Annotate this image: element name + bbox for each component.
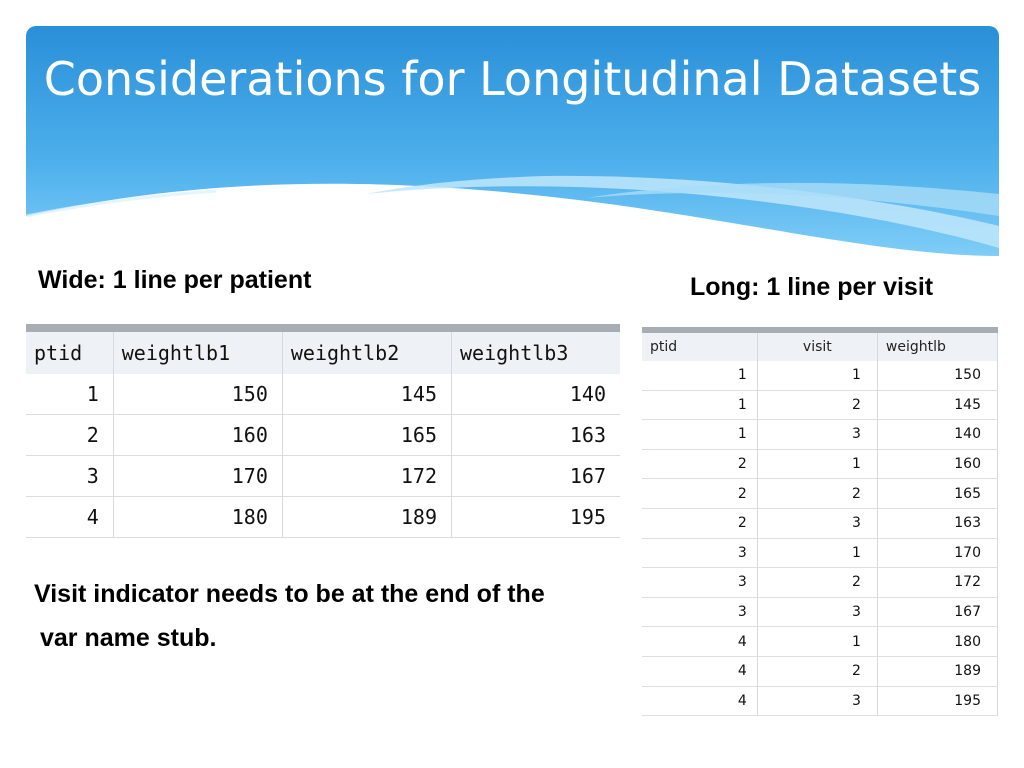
table-cell: 170 [113, 455, 283, 497]
table-cell: 1 [757, 626, 878, 657]
table-cell: 145 [282, 374, 453, 415]
table-cell: 140 [877, 419, 999, 450]
long-format-label: Long: 1 line per visit [690, 273, 934, 301]
column-header: weightlb2 [282, 328, 453, 374]
column-header: visit [757, 330, 878, 361]
table-cell: 1 [757, 538, 878, 569]
slide-title: Considerations for Longitudinal Datasets [43, 52, 982, 106]
column-header: ptid [26, 328, 114, 374]
table-cell: 3 [757, 686, 878, 717]
table-cell: 150 [877, 361, 999, 391]
wide-format-label: Wide: 1 line per patient [38, 266, 312, 294]
table-cell: 140 [451, 374, 620, 415]
table-cell: 3 [26, 455, 114, 497]
table-row: 3 2 172 [642, 567, 999, 598]
table-row: 4 1 180 [642, 626, 999, 657]
table-cell: 2 [642, 449, 758, 480]
table-row: 4 3 195 [642, 686, 999, 717]
table-header-row: ptid weightlb1 weightlb2 weightlb3 [26, 328, 620, 374]
table-cell: 4 [642, 686, 758, 717]
table-row: 2 2 165 [642, 478, 999, 509]
table-cell: 167 [877, 597, 999, 628]
table-cell: 189 [282, 496, 453, 538]
table-row: 4 2 189 [642, 656, 999, 687]
table-header-row: ptid visit weightlb [642, 330, 999, 361]
table-cell: 189 [877, 656, 999, 687]
table-cell: 160 [877, 449, 999, 480]
table-cell: 4 [642, 626, 758, 657]
table-row: 3 170 172 167 [26, 455, 620, 497]
table-cell: 2 [757, 656, 878, 687]
table-cell: 1 [642, 390, 758, 421]
table-cell: 2 [642, 508, 758, 539]
table-cell: 3 [642, 567, 758, 598]
table-cell: 172 [877, 567, 999, 598]
table-cell: 165 [282, 414, 453, 456]
table-cell: 3 [757, 419, 878, 450]
table-cell: 3 [757, 597, 878, 628]
table-cell: 167 [451, 455, 620, 497]
table-cell: 3 [757, 508, 878, 539]
column-header: ptid [642, 330, 758, 361]
table-cell: 170 [877, 538, 999, 569]
table-row: 3 3 167 [642, 597, 999, 628]
table-cell: 150 [113, 374, 283, 415]
table-row: 3 1 170 [642, 538, 999, 569]
table-cell: 1 [26, 374, 114, 415]
table-row: 4 180 189 195 [26, 496, 620, 538]
table-cell: 4 [26, 496, 114, 538]
table-cell: 195 [451, 496, 620, 538]
table-row: 1 3 140 [642, 419, 999, 450]
wide-format-table: ptid weightlb1 weightlb2 weightlb3 1 150 1… [26, 324, 620, 538]
table-row: 1 1 150 [642, 361, 999, 391]
wave-background [26, 26, 999, 256]
column-header: weightlb1 [113, 328, 283, 374]
table-cell: 163 [877, 508, 999, 539]
title-banner: Considerations for Longitudinal Datasets [26, 26, 999, 256]
table-row: 2 160 165 163 [26, 414, 620, 456]
table-cell: 1 [642, 419, 758, 450]
table-cell: 1 [757, 449, 878, 480]
table-row: 1 150 145 140 [26, 374, 620, 415]
long-format-table: ptid visit weightlb 1 1 150 1 2 145 1 3 140 2 1 160… [642, 327, 999, 717]
visit-indicator-note: Visit indicator needs to be at the end o… [34, 572, 654, 660]
table-cell: 1 [757, 361, 878, 391]
note-line-2: var name stub. [40, 624, 217, 652]
table-cell: 2 [757, 567, 878, 598]
table-row: 2 3 163 [642, 508, 999, 539]
table-cell: 145 [877, 390, 999, 421]
table-cell: 1 [642, 361, 758, 391]
table-cell: 180 [877, 626, 999, 657]
column-header: weightlb3 [451, 328, 620, 374]
table-row: 1 2 145 [642, 390, 999, 421]
table-cell: 195 [877, 686, 999, 717]
table-cell: 4 [642, 656, 758, 687]
table-cell: 3 [642, 538, 758, 569]
table-row: 2 1 160 [642, 449, 999, 480]
table-cell: 180 [113, 496, 283, 538]
table-cell: 2 [642, 478, 758, 509]
table-cell: 3 [642, 597, 758, 628]
table-cell: 165 [877, 478, 999, 509]
table-cell: 2 [757, 390, 878, 421]
table-cell: 160 [113, 414, 283, 456]
table-cell: 2 [757, 478, 878, 509]
table-cell: 163 [451, 414, 620, 456]
column-header: weightlb [877, 330, 999, 361]
note-line-1: Visit indicator needs to be at the end o… [34, 580, 545, 608]
table-cell: 2 [26, 414, 114, 456]
table-cell: 172 [282, 455, 453, 497]
